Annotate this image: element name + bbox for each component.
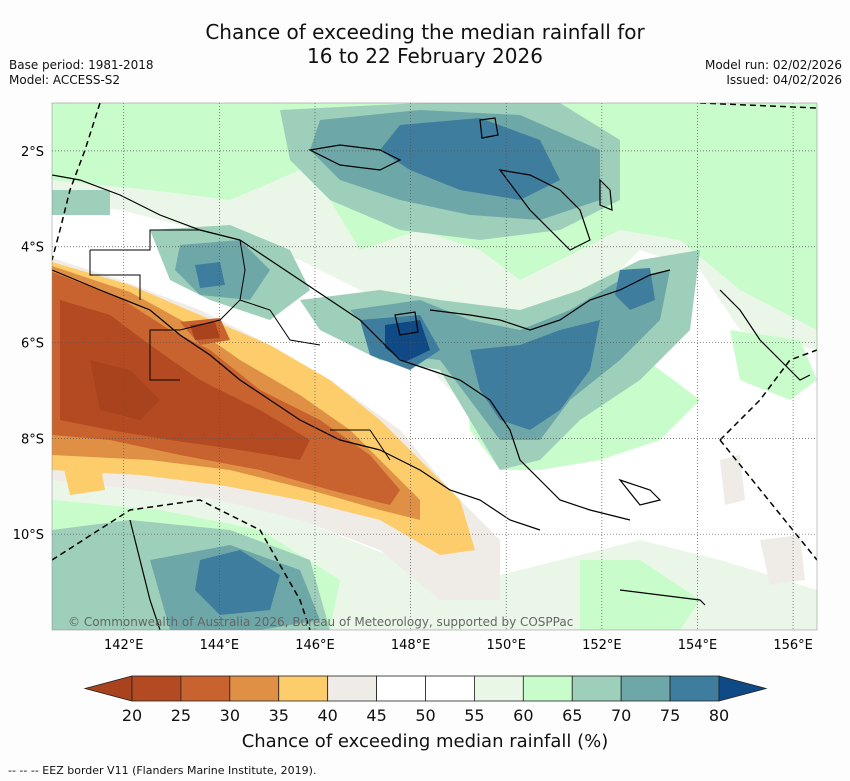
contour-20-25 xyxy=(60,300,310,460)
title-line-2: 16 to 22 February 2026 xyxy=(307,44,543,68)
colorbar-segment xyxy=(571,675,622,702)
contour-below-20 xyxy=(90,322,220,420)
latitude-label: 2°S xyxy=(21,145,44,160)
colorbar-tick-label: 70 xyxy=(610,706,632,725)
colorbar-segment xyxy=(327,675,377,702)
graticule xyxy=(52,103,817,630)
border-lines xyxy=(89,229,391,461)
eez-border xyxy=(52,103,817,630)
longitude-label: 152°E xyxy=(582,638,622,653)
colorbar-tick-label: 75 xyxy=(659,706,681,725)
colorbar-segment xyxy=(522,675,573,702)
colorbar-tick-label: 65 xyxy=(562,706,583,725)
contour-deep-blue xyxy=(385,320,430,362)
colorbar-segment xyxy=(229,675,280,702)
colorbar-tick-label: 60 xyxy=(513,706,534,725)
colorbar xyxy=(83,675,768,702)
contour-light-patches xyxy=(62,460,105,495)
colorbar-tick-label: 40 xyxy=(317,706,338,725)
latitude-label: 10°S xyxy=(13,528,44,543)
meta-left: Base period: 1981-2018 Model: ACCESS-S2 xyxy=(9,58,154,88)
longitude-label: 150°E xyxy=(486,638,526,653)
colorbar-tick-label: 35 xyxy=(268,706,289,725)
colorbar-segment xyxy=(425,675,475,702)
longitude-label: 144°E xyxy=(200,638,240,653)
colorbar-tick-label: 80 xyxy=(708,706,730,725)
colorbar-segment xyxy=(376,675,426,702)
latitude-labels: 2°S 4°S 6°S 8°S 10°S xyxy=(13,145,44,543)
model-name: Model: ACCESS-S2 xyxy=(9,73,121,87)
colorbar-segment xyxy=(669,675,720,702)
longitude-labels: 142°E 144°E 146°E 148°E 150°E 152°E 154°E 156°E xyxy=(104,638,813,653)
colorbar-segment xyxy=(278,675,329,702)
chart-title: Chance of exceeding the median rainfall … xyxy=(0,20,850,68)
longitude-label: 146°E xyxy=(295,638,335,653)
latitude-label: 6°S xyxy=(21,337,44,352)
latitude-label: 4°S xyxy=(21,241,44,256)
map-frame xyxy=(51,102,818,631)
colorbar-tick-label: 45 xyxy=(366,706,387,725)
longitude-label: 148°E xyxy=(391,638,431,653)
meta-right: Model run: 02/02/2026 Issued: 04/02/2026 xyxy=(705,58,842,88)
colorbar-low-extension xyxy=(83,675,133,702)
colorbar-label: Chance of exceeding median rainfall (%) xyxy=(241,731,609,752)
colorbar-tick-label: 20 xyxy=(121,706,143,725)
model-run: Model run: 02/02/2026 xyxy=(704,58,842,72)
longitude-label: 154°E xyxy=(678,638,718,653)
longitude-label: 142°E xyxy=(104,638,144,653)
colorbar-segment xyxy=(131,675,182,702)
title-line-1: Chance of exceeding the median rainfall … xyxy=(205,20,645,44)
coastline xyxy=(52,117,811,630)
colorbar-tick-label: 25 xyxy=(170,706,192,725)
base-period: Base period: 1981-2018 xyxy=(9,58,154,72)
colorbar-tick-label: 55 xyxy=(464,706,485,725)
colorbar-segment xyxy=(474,675,524,702)
eez-footnote: -- -- -- EEZ border V11 (Flanders Marine… xyxy=(8,764,317,777)
colorbar-segment xyxy=(620,675,671,702)
map-plot-area: © Commonwealth of Australia 2026, Bureau… xyxy=(52,103,817,630)
latitude-label: 8°S xyxy=(21,432,44,447)
copyright-text: © Commonwealth of Australia 2026, Bureau… xyxy=(68,615,573,629)
longitude-label: 156°E xyxy=(773,638,813,653)
colorbar-high-extension xyxy=(718,675,768,702)
colorbar-segment xyxy=(180,675,231,702)
colorbar-tick-label: 30 xyxy=(219,706,241,725)
colorbar-tick-label: 50 xyxy=(415,706,436,725)
issued-date: Issued: 04/02/2026 xyxy=(726,73,842,87)
